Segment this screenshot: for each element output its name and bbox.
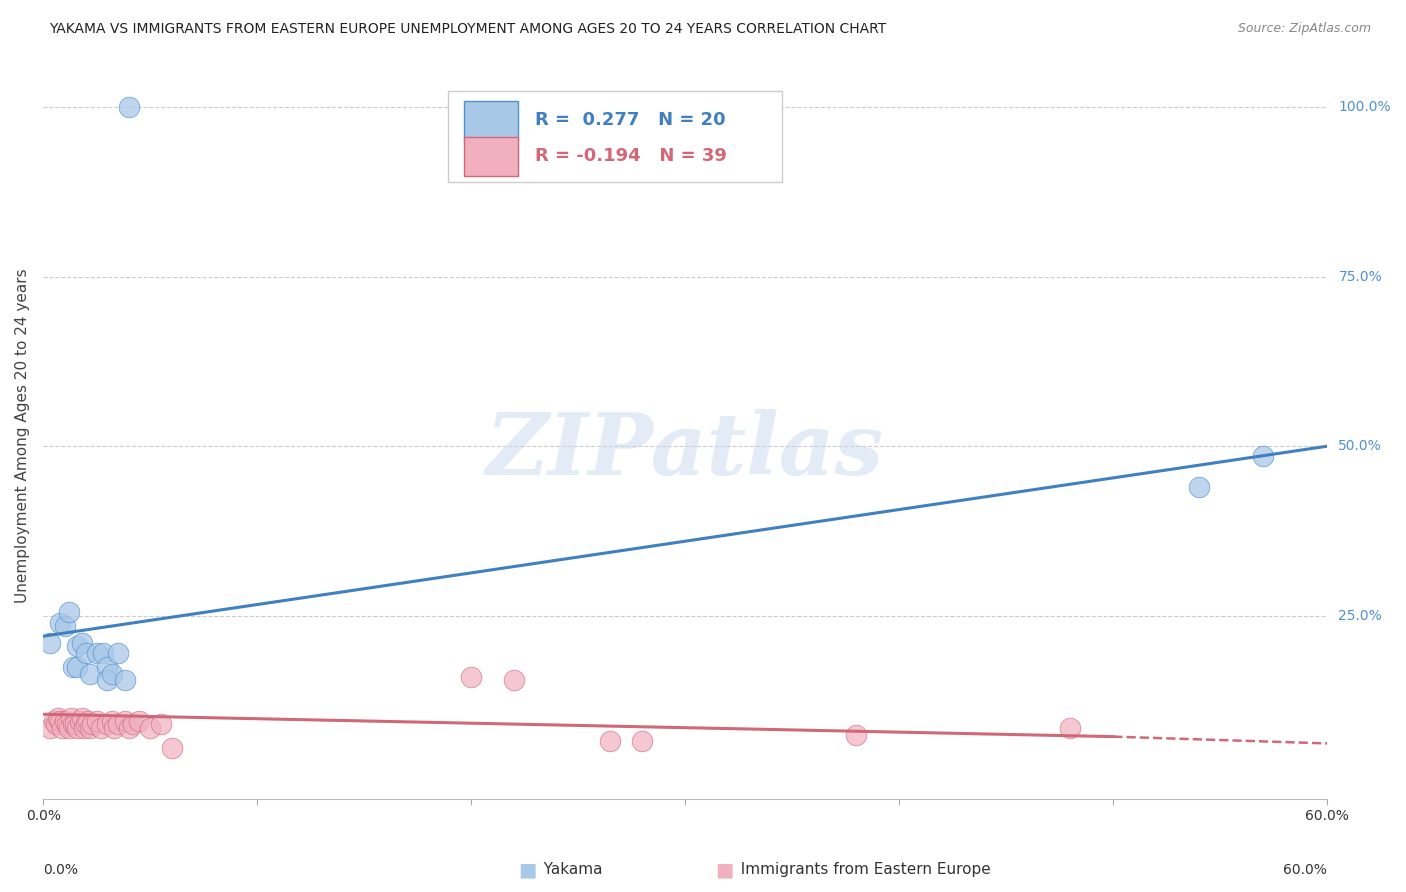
Point — [96, 673, 118, 688]
Point — [49, 714, 72, 728]
Point — [42, 714, 65, 728]
Text: ZIPatlas: ZIPatlas — [486, 409, 884, 492]
Point — [62, 717, 84, 731]
Point — [139, 721, 162, 735]
Point — [599, 734, 621, 748]
Point — [55, 717, 77, 731]
Point — [160, 741, 183, 756]
Point — [114, 673, 136, 688]
Point — [66, 640, 89, 654]
Point — [96, 717, 118, 731]
Point — [107, 717, 129, 731]
Point — [1251, 450, 1274, 464]
Point — [82, 717, 104, 731]
Point — [79, 721, 101, 735]
FancyBboxPatch shape — [464, 101, 519, 140]
Point — [53, 714, 76, 728]
Text: YAKAMA VS IMMIGRANTS FROM EASTERN EUROPE UNEMPLOYMENT AMONG AGES 20 TO 24 YEARS : YAKAMA VS IMMIGRANTS FROM EASTERN EUROPE… — [49, 22, 886, 37]
Point — [73, 721, 96, 735]
Point — [96, 659, 118, 673]
Text: ■: ■ — [517, 860, 537, 880]
Text: 75.0%: 75.0% — [1339, 269, 1382, 284]
Point — [114, 714, 136, 728]
Point — [100, 714, 122, 728]
Point — [75, 717, 97, 731]
Point — [100, 666, 122, 681]
Point — [75, 646, 97, 660]
Text: Immigrants from Eastern Europe: Immigrants from Eastern Europe — [731, 863, 991, 877]
Point — [631, 734, 654, 748]
Text: 100.0%: 100.0% — [1339, 100, 1391, 114]
Point — [90, 721, 112, 735]
Point — [49, 615, 72, 630]
Point — [460, 670, 482, 684]
Point — [46, 711, 69, 725]
Point — [77, 714, 100, 728]
Point — [69, 714, 91, 728]
Point — [58, 606, 80, 620]
Point — [91, 646, 114, 660]
Text: R = -0.194   N = 39: R = -0.194 N = 39 — [536, 147, 727, 166]
Point — [86, 714, 108, 728]
Point — [51, 721, 73, 735]
Text: ■: ■ — [714, 860, 734, 880]
Text: 25.0%: 25.0% — [1339, 609, 1382, 623]
Point — [128, 714, 150, 728]
Y-axis label: Unemployment Among Ages 20 to 24 years: Unemployment Among Ages 20 to 24 years — [15, 268, 30, 603]
Point — [66, 659, 89, 673]
Point — [1059, 721, 1081, 735]
Point — [107, 646, 129, 660]
Point — [65, 717, 87, 731]
FancyBboxPatch shape — [447, 91, 782, 182]
Point — [79, 666, 101, 681]
Point — [149, 717, 172, 731]
Point — [86, 646, 108, 660]
Text: 60.0%: 60.0% — [1284, 863, 1327, 877]
Point — [122, 717, 145, 731]
Point — [118, 721, 141, 735]
Point — [118, 100, 141, 114]
Point — [103, 721, 125, 735]
Point — [845, 728, 868, 742]
Point — [503, 673, 526, 688]
Text: R =  0.277   N = 20: R = 0.277 N = 20 — [536, 112, 725, 129]
Point — [45, 717, 67, 731]
Text: Source: ZipAtlas.com: Source: ZipAtlas.com — [1237, 22, 1371, 36]
Point — [62, 659, 84, 673]
Point — [60, 711, 83, 725]
Text: Yakama: Yakama — [534, 863, 603, 877]
Point — [66, 721, 89, 735]
Point — [53, 619, 76, 633]
Point — [70, 636, 93, 650]
Text: 0.0%: 0.0% — [44, 863, 79, 877]
Point — [38, 721, 60, 735]
Point — [1188, 480, 1211, 494]
Point — [38, 636, 60, 650]
Point — [70, 711, 93, 725]
FancyBboxPatch shape — [464, 136, 519, 176]
Point — [58, 721, 80, 735]
Text: 50.0%: 50.0% — [1339, 439, 1382, 453]
